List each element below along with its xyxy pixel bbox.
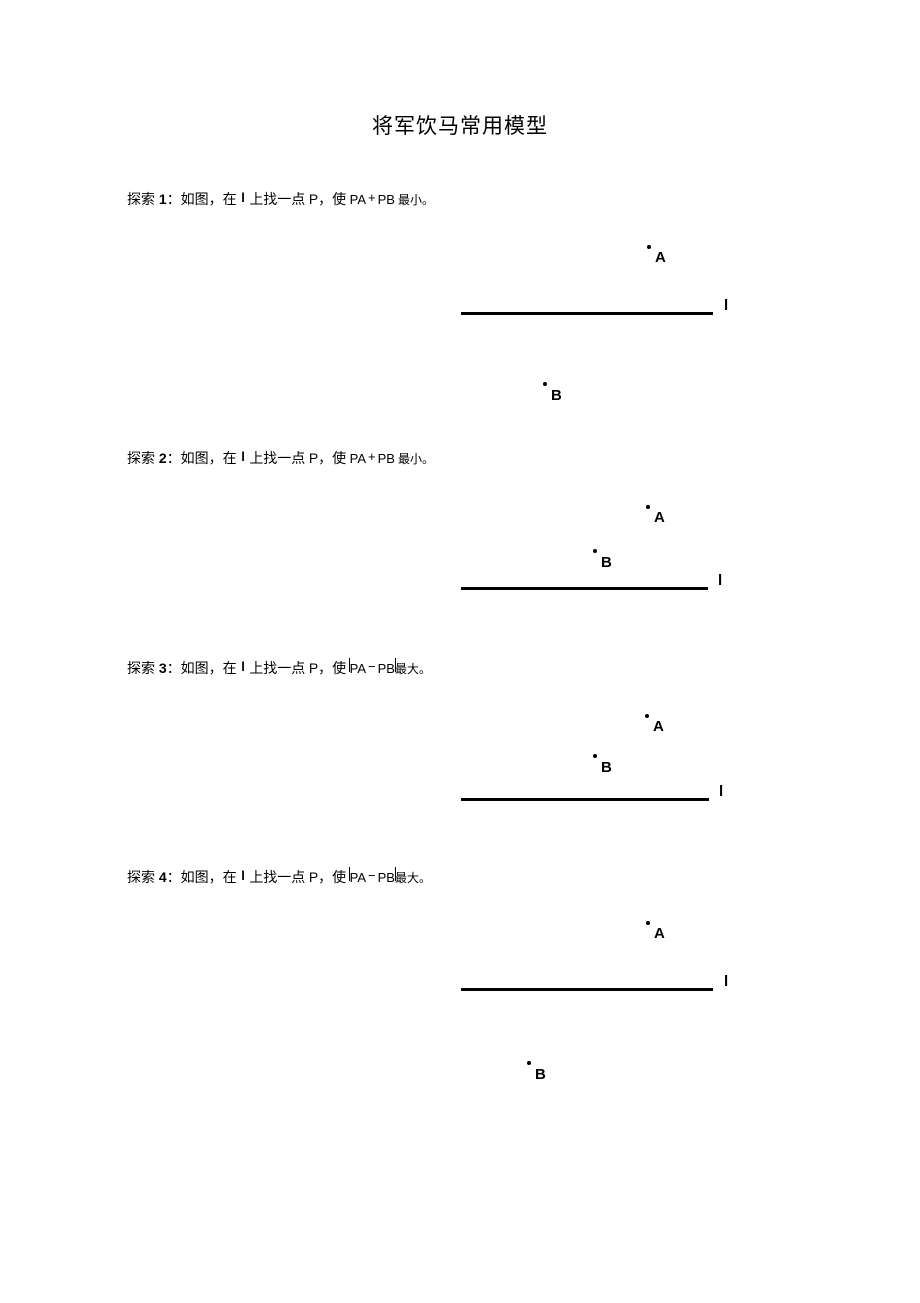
label-l: l bbox=[719, 783, 723, 800]
label-l: l bbox=[724, 973, 728, 990]
line-l bbox=[461, 988, 713, 991]
label-b: B bbox=[601, 554, 612, 571]
diagram: A Bl bbox=[127, 487, 793, 637]
line-l bbox=[461, 587, 708, 590]
problem-3: 探索 3：如图，在 l 上找一点 P，使 PA−PB最大。 A Bl bbox=[127, 657, 793, 846]
problems-list: 探索 1：如图，在 l 上找一点 P，使 PA+PB 最小。ABl探索 2：如图… bbox=[127, 188, 793, 1106]
point-a bbox=[646, 921, 650, 925]
page-title: 将军饮马常用模型 bbox=[127, 110, 793, 140]
line-l bbox=[461, 798, 709, 801]
point-b bbox=[593, 549, 597, 553]
label-b: B bbox=[551, 387, 562, 404]
label-l: l bbox=[724, 297, 728, 314]
point-a bbox=[647, 245, 651, 249]
problem-text: 探索 1：如图，在 l 上找一点 P，使 PA+PB 最小。 bbox=[127, 188, 793, 212]
point-a bbox=[645, 714, 649, 718]
problem-1: 探索 1：如图，在 l 上找一点 P，使 PA+PB 最小。 A Bl bbox=[127, 188, 793, 427]
label-l: l bbox=[718, 572, 722, 589]
diagram: A Bl bbox=[127, 906, 793, 1106]
problem-2: 探索 2：如图，在 l 上找一点 P，使 PA+PB 最小。 A Bl bbox=[127, 447, 793, 636]
point-b bbox=[527, 1061, 531, 1065]
line-l bbox=[461, 312, 713, 315]
label-a: A bbox=[653, 718, 664, 735]
problem-text: 探索 2：如图，在 l 上找一点 P，使 PA+PB 最小。 bbox=[127, 447, 793, 471]
label-a: A bbox=[655, 249, 666, 266]
diagram: A Bl bbox=[127, 696, 793, 846]
point-b bbox=[543, 382, 547, 386]
point-b bbox=[593, 754, 597, 758]
diagram: A Bl bbox=[127, 227, 793, 427]
label-a: A bbox=[654, 509, 665, 526]
label-b: B bbox=[601, 759, 612, 776]
problem-text: 探索 4：如图，在 l 上找一点 P，使 PA−PB最大。 bbox=[127, 866, 793, 890]
problem-text: 探索 3：如图，在 l 上找一点 P，使 PA−PB最大。 bbox=[127, 657, 793, 681]
problem-4: 探索 4：如图，在 l 上找一点 P，使 PA−PB最大。 A Bl bbox=[127, 866, 793, 1105]
label-a: A bbox=[654, 925, 665, 942]
label-b: B bbox=[535, 1066, 546, 1083]
point-a bbox=[646, 505, 650, 509]
